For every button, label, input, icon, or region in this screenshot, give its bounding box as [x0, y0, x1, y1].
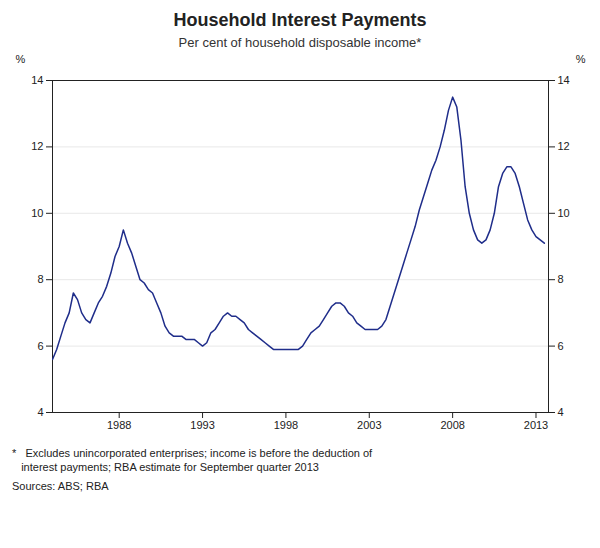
svg-text:14: 14 [31, 74, 43, 86]
svg-text:8: 8 [558, 273, 564, 285]
svg-text:2013: 2013 [524, 419, 548, 431]
svg-text:4: 4 [558, 406, 564, 418]
html-text:Per cent of household disposab: Per cent of household disposable income* [178, 35, 422, 50]
svg-text:1998: 1998 [274, 419, 298, 431]
svg-text:%: % [16, 53, 26, 65]
svg-text:2008: 2008 [440, 419, 464, 431]
svg-text:1988: 1988 [107, 419, 131, 431]
svg-text:%: % [576, 53, 586, 65]
svg-text:10: 10 [558, 207, 570, 219]
html-text:Household Interest Payments: Household Interest Payments [173, 10, 427, 30]
svg-text:2003: 2003 [357, 419, 381, 431]
svg-text:4: 4 [37, 406, 43, 418]
svg-text:6: 6 [558, 340, 564, 352]
svg-text:12: 12 [558, 140, 570, 152]
html-text:* Excludes unincorporated ente: * Excludes unincorporated enterprises; i… [12, 447, 373, 474]
svg-text:12: 12 [31, 140, 43, 152]
svg-text:10: 10 [31, 207, 43, 219]
svg-text:6: 6 [37, 340, 43, 352]
svg-text:14: 14 [558, 74, 570, 86]
svg-text:1993: 1993 [190, 419, 214, 431]
html-text:Sources: ABS; RBA: Sources: ABS; RBA [12, 479, 109, 492]
svg-text:8: 8 [37, 273, 43, 285]
